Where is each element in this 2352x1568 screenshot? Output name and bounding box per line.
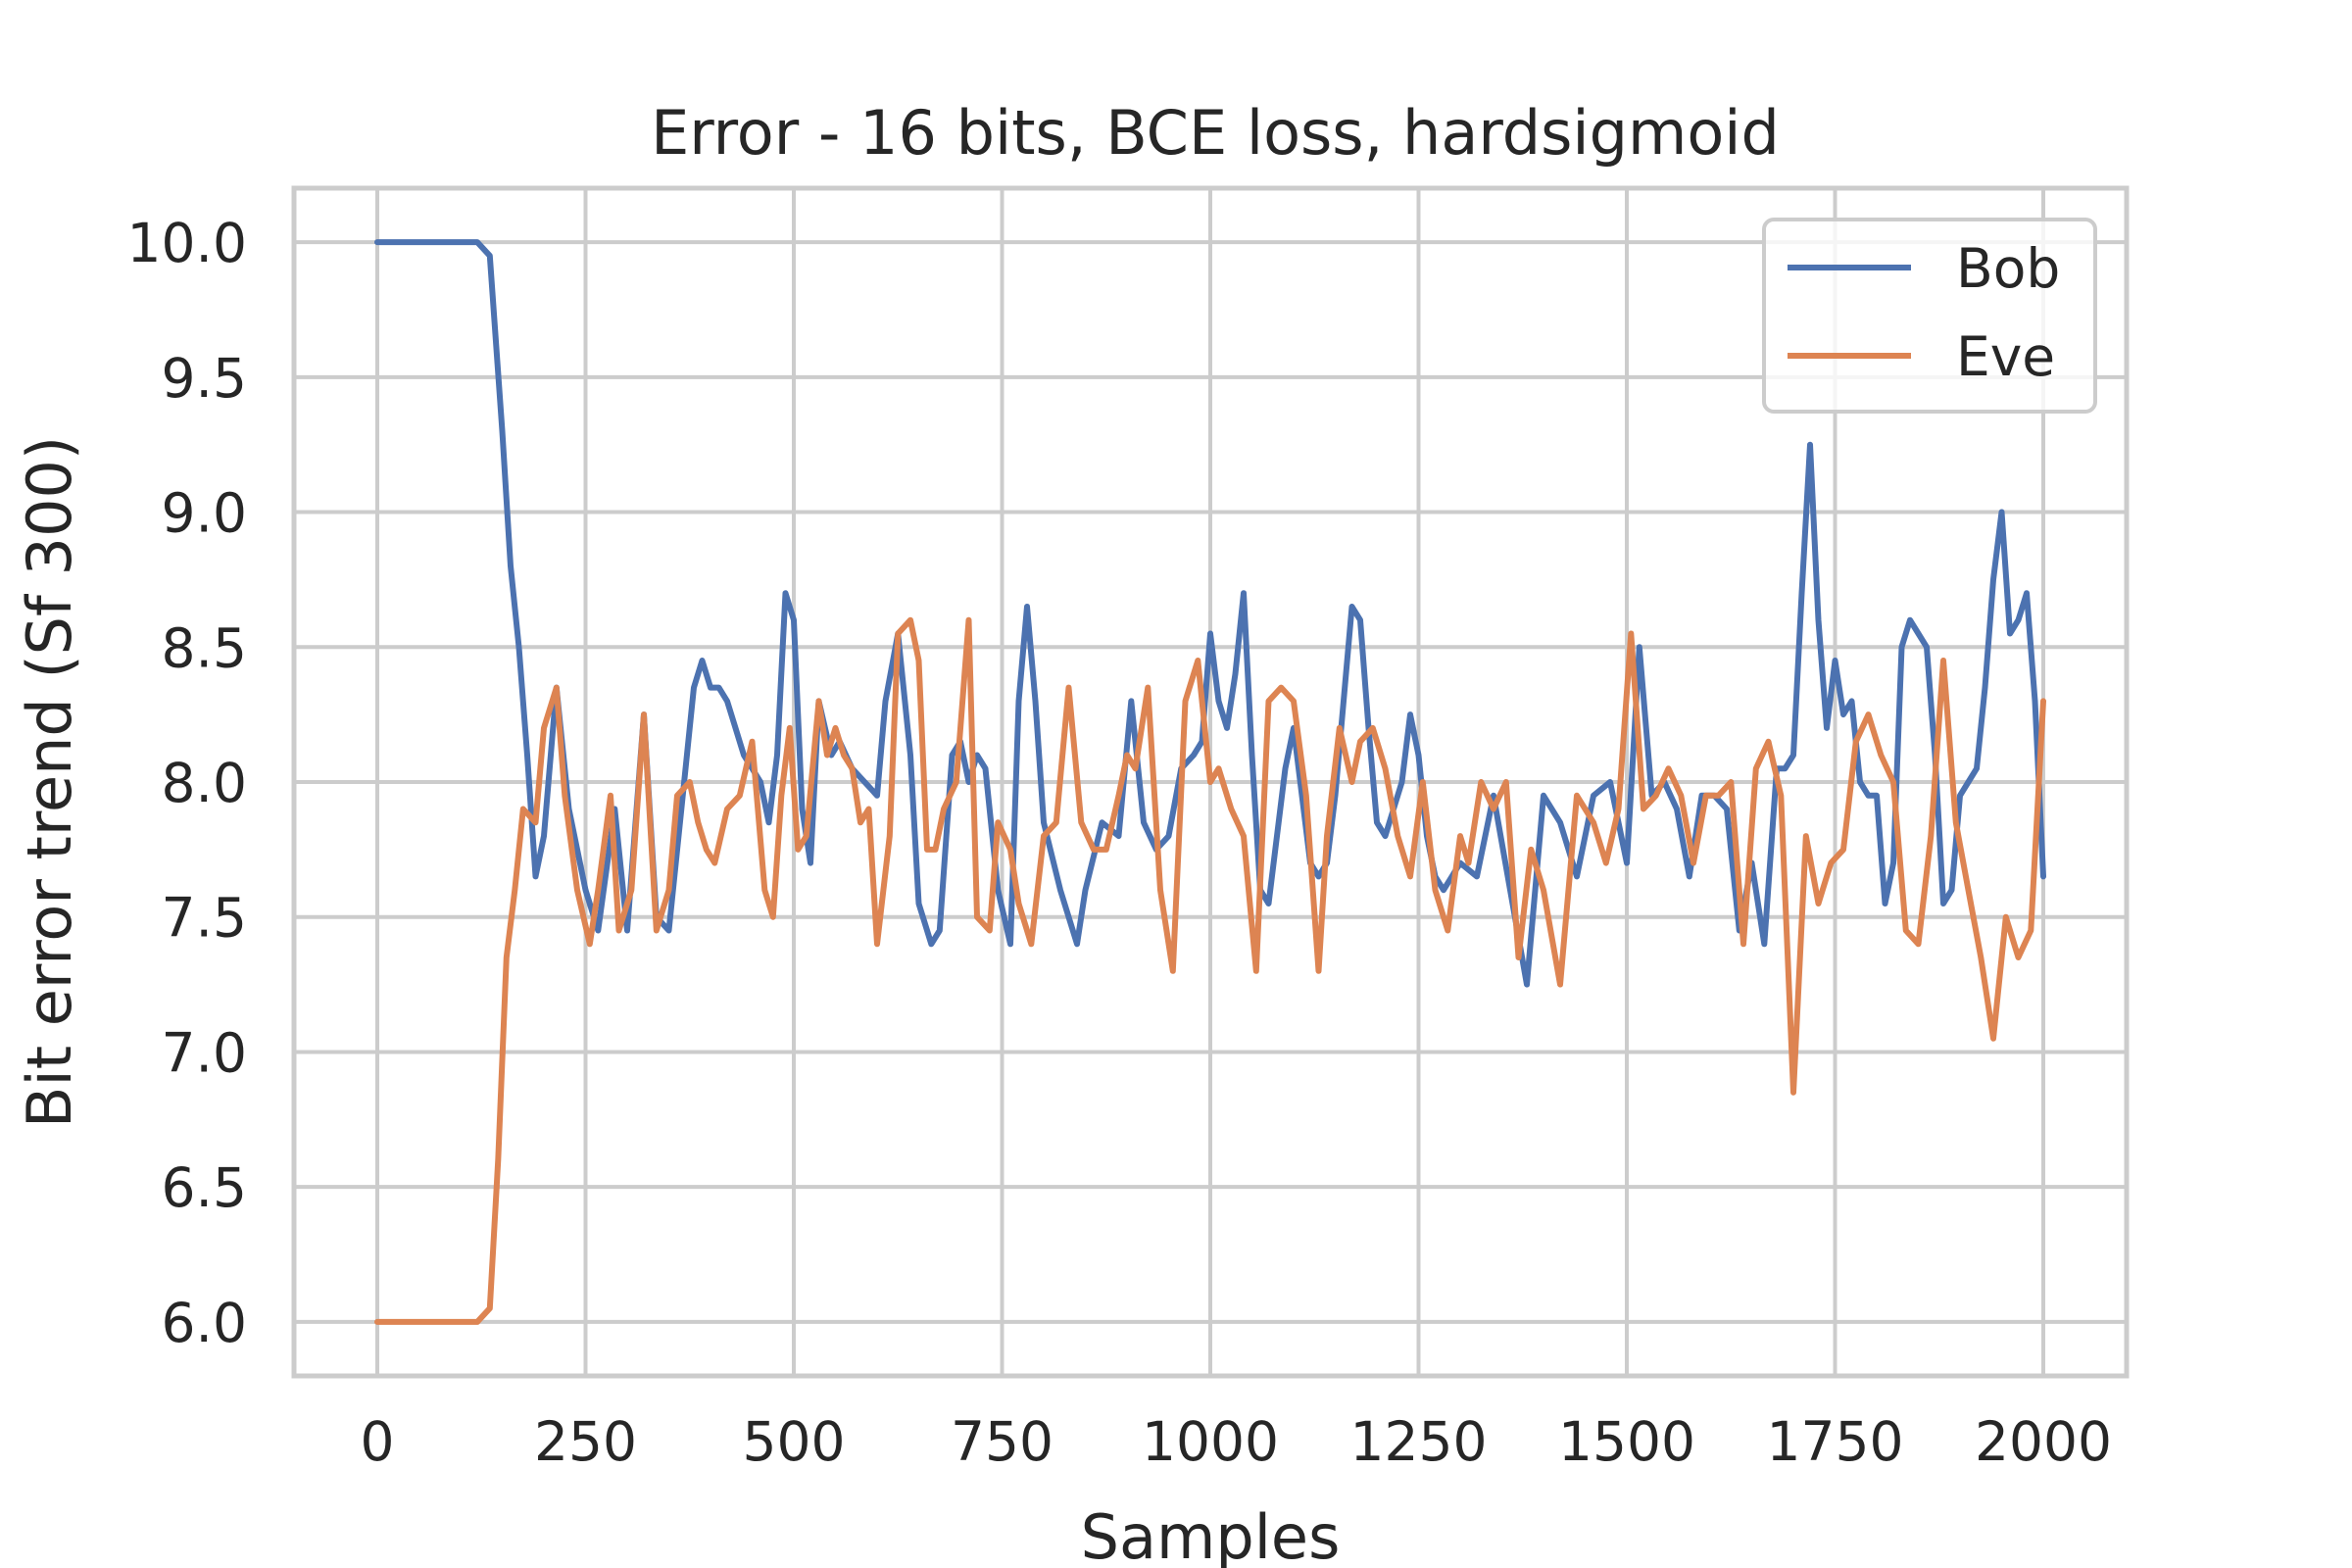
- x-tick-labels: 0 250 500 750 1000 1250 1500 1750 2000: [361, 1410, 2112, 1473]
- series-group: [374, 239, 2046, 1325]
- y-tick-label: 6.5: [162, 1156, 247, 1219]
- legend: Bob Eve: [1762, 218, 2097, 414]
- y-tick-label: 8.0: [162, 752, 247, 814]
- y-tick-label: 9.0: [162, 482, 247, 545]
- y-tick-label: 7.0: [162, 1021, 247, 1084]
- legend-label-bob: Bob: [1956, 237, 2060, 300]
- x-tick-label: 0: [361, 1410, 395, 1473]
- y-tick-labels: 6.0 6.5 7.0 7.5 8.0 8.5 9.0 9.5 10.0: [127, 212, 247, 1354]
- y-tick-label: 10.0: [127, 212, 247, 274]
- x-tick-label: 1750: [1767, 1410, 1904, 1473]
- y-tick-label: 8.5: [162, 616, 247, 679]
- x-tick-label: 500: [743, 1410, 846, 1473]
- y-tick-label: 6.0: [162, 1292, 247, 1354]
- x-tick-label: 250: [534, 1410, 637, 1473]
- x-tick-label: 1000: [1142, 1410, 1279, 1473]
- x-tick-label: 1500: [1558, 1410, 1695, 1473]
- y-tick-label: 7.5: [162, 887, 247, 950]
- y-tick-label: 9.5: [162, 347, 247, 410]
- x-tick-label: 1250: [1350, 1410, 1488, 1473]
- x-tick-label: 750: [951, 1410, 1054, 1473]
- legend-label-eve: Eve: [1956, 325, 2055, 388]
- x-axis-label: Samples: [1081, 1501, 1341, 1568]
- x-tick-label: 2000: [1975, 1410, 2112, 1473]
- chart-title: Error - 16 bits, BCE loss, hardsigmoid: [651, 97, 1780, 169]
- plot-frame: [291, 185, 2130, 1379]
- y-axis-label: Bit error trend (Sf 300): [14, 436, 85, 1128]
- series-line-eve: [374, 616, 2046, 1325]
